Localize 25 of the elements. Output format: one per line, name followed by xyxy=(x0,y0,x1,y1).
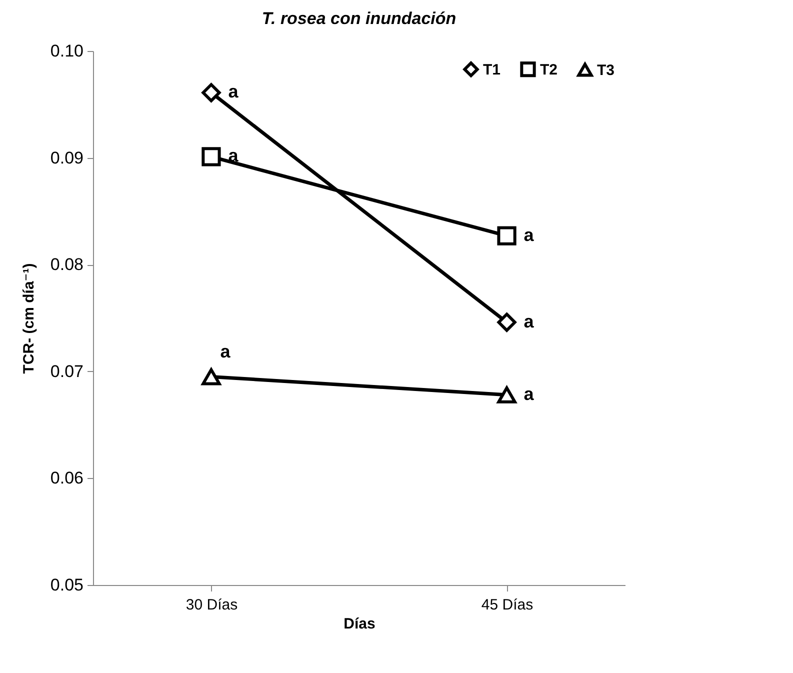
x-tick-label: 45 Días xyxy=(481,596,534,614)
point xyxy=(497,386,516,404)
point xyxy=(497,226,516,246)
legend-label: T1 xyxy=(483,61,501,78)
x-tick-label: 30 Días xyxy=(186,596,238,614)
point xyxy=(202,368,221,386)
y-tick-label: 0.08 xyxy=(50,255,84,274)
legend-label: T3 xyxy=(597,62,615,79)
legend-label: T2 xyxy=(540,61,558,78)
annotation: a xyxy=(220,342,232,362)
annotation: a xyxy=(228,82,240,102)
y-tick-label: 0.10 xyxy=(50,42,84,60)
chart-title: T. rosea con inundación xyxy=(262,9,456,28)
point xyxy=(202,83,221,102)
y-tick-label: 0.06 xyxy=(50,468,84,488)
y-axis-title: TCR- (cm día⁻¹) xyxy=(20,263,38,374)
annotation: a xyxy=(524,384,535,404)
point xyxy=(497,312,516,332)
annotation: a xyxy=(524,311,535,332)
annotation: a xyxy=(524,224,535,245)
point xyxy=(202,147,221,166)
y-tick-label: 0.07 xyxy=(50,362,84,381)
y-tick-label: 0.09 xyxy=(50,148,84,168)
x-axis-title: Días xyxy=(344,616,376,632)
y-tick-label: 0.05 xyxy=(50,576,84,594)
